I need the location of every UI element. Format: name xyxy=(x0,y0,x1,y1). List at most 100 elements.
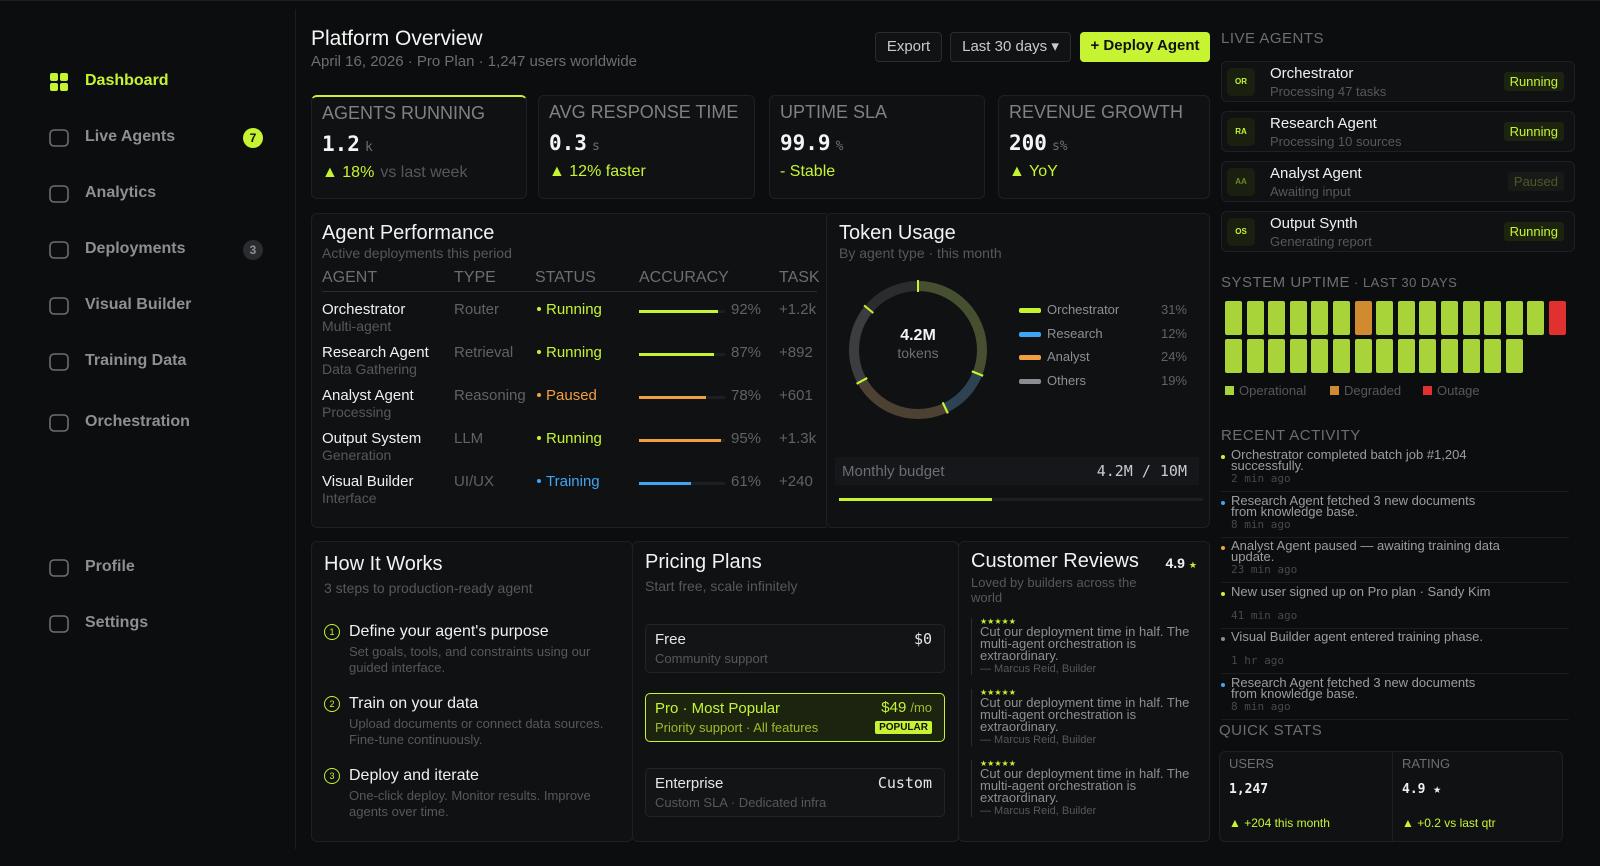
budget-label: Monthly budget xyxy=(842,463,945,480)
activity-text: Visual Builder agent entered training ph… xyxy=(1231,629,1483,644)
icon-part xyxy=(49,615,69,633)
icon-part xyxy=(60,83,68,91)
kpi-card: AVG RESPONSE TIME 0.3 s ▲ 12% faster xyxy=(538,95,755,199)
plan-desc: Custom SLA · Dedicated infra xyxy=(655,795,827,810)
plan-desc: Priority support · All features xyxy=(655,720,819,735)
nav-icon xyxy=(49,414,69,432)
nav-item[interactable]: Analytics xyxy=(48,182,263,206)
agent-cell: Output System Generation xyxy=(322,430,454,464)
nav-item[interactable]: Profile xyxy=(48,556,263,580)
agent-name: Analyst Agent xyxy=(322,387,414,404)
kpi-delta: ▲ 12% faster xyxy=(549,163,646,180)
nav-item[interactable]: Visual Builder xyxy=(48,294,263,318)
kpi-delta: - Stable xyxy=(780,163,836,180)
legend-value: 19% xyxy=(1160,372,1187,388)
uptime-bar xyxy=(1505,339,1523,373)
status-text: Running xyxy=(546,430,602,447)
step: 2 Train on your data Upload documents or c… xyxy=(324,695,624,748)
rating-value: 4.9 xyxy=(1165,555,1185,571)
review: ★★★★★ Cut our deployment time in half. Th… xyxy=(971,618,1201,675)
accuracy-label: 95% xyxy=(731,430,762,447)
header-button[interactable]: Last 30 days ▾ xyxy=(950,32,1071,62)
nav-label: Deployments xyxy=(85,240,186,257)
live-agent-card[interactable]: RA Research Agent Processing 10 sources Run… xyxy=(1221,111,1575,152)
status-text: Running xyxy=(546,344,602,361)
legend-item: Orchestrator 31% xyxy=(1019,302,1187,320)
live-agent-card[interactable]: AA Analyst Agent Awaiting input Paused xyxy=(1221,161,1575,202)
legend-swatch xyxy=(1019,355,1041,360)
donut-segment xyxy=(849,281,987,419)
table-header: AGENT TYPE STATUS ACCURACY TASK xyxy=(322,269,820,292)
stat-value: 4.9 ★ xyxy=(1402,782,1442,797)
accuracy-track xyxy=(639,396,725,399)
activity-text: Research Agent fetched 3 new documents f… xyxy=(1231,492,1476,519)
review: ★★★★★ Cut our deployment time in half. Th… xyxy=(971,689,1201,746)
agent-name: Output System xyxy=(322,430,422,447)
live-agent-card[interactable]: OR Orchestrator Processing 47 tasks Running xyxy=(1221,61,1575,102)
panel-subtitle: Active deployments this period xyxy=(322,245,512,261)
agent-cell: Visual Builder Interface xyxy=(322,473,454,507)
uptime-bar xyxy=(1289,301,1307,335)
status-dot xyxy=(537,393,541,397)
uptime-bar xyxy=(1354,301,1372,335)
live-agent-card[interactable]: OS Output Synth Generating report Running xyxy=(1221,211,1575,252)
icon-part xyxy=(60,73,68,81)
review-author: — Marcus Reid, Builder xyxy=(980,805,1097,817)
panel-title: Agent Performance xyxy=(322,222,495,244)
icon-part xyxy=(49,241,69,259)
panel-subtitle: Start free, scale infinitely xyxy=(645,578,798,594)
plan-name: Pro · Most Popular xyxy=(655,700,781,717)
header-button[interactable]: + Deploy Agent xyxy=(1080,32,1210,62)
uptime-bar xyxy=(1527,301,1545,335)
kpi-value-row: 99.9% xyxy=(780,131,974,155)
activity-dot xyxy=(1221,546,1225,550)
budget-bar xyxy=(839,498,992,501)
review-stars: ★★★★★ xyxy=(980,617,1016,626)
activity-time: 8 min ago xyxy=(1231,517,1291,531)
legend-swatch xyxy=(1225,386,1234,395)
plan-card[interactable]: Pro · Most Popular Priority support · All… xyxy=(645,693,945,742)
nav-item[interactable]: Dashboard xyxy=(48,70,263,94)
agent-sub: Processing 47 tasks xyxy=(1270,84,1387,99)
activity-dot xyxy=(1221,637,1225,641)
panel-title: Token Usage xyxy=(839,222,956,244)
plan-card[interactable]: Free Community support $0 xyxy=(645,624,945,673)
stat-cell: USERS 1,247 ▲ +204 this month xyxy=(1220,752,1392,841)
activity-dot xyxy=(1221,500,1225,505)
nav-item[interactable]: Training Data xyxy=(48,350,263,374)
section-title: SYSTEM UPTIME xyxy=(1221,274,1351,291)
uptime-bar xyxy=(1246,339,1264,373)
header-button[interactable]: Export xyxy=(875,32,942,62)
uptime-bar xyxy=(1397,339,1415,373)
agent-avatar: OR xyxy=(1227,68,1255,96)
nav-item[interactable]: Deployments 3 xyxy=(48,238,263,262)
uptime-bar xyxy=(1462,301,1480,335)
column-header: AGENT xyxy=(322,269,378,286)
nav-label: Visual Builder xyxy=(85,296,192,313)
nav-item[interactable]: Live Agents 7 xyxy=(48,126,263,150)
plan-name: Free xyxy=(655,631,686,648)
reviews-panel: Customer Reviews 4.9 ★ Loved by builders ac… xyxy=(958,541,1210,842)
budget-track xyxy=(839,498,1203,501)
nav-item[interactable]: Settings xyxy=(48,612,263,636)
legend-name: Degraded xyxy=(1344,383,1402,398)
plan-desc: Community support xyxy=(655,651,768,666)
nav-item[interactable]: Orchestration xyxy=(48,411,263,435)
accuracy-track xyxy=(639,482,725,485)
uptime-bar xyxy=(1225,301,1242,335)
icon-part xyxy=(49,185,69,203)
activity-text: New user signed up on Pro plan · Sandy K… xyxy=(1231,583,1491,599)
uptime-title-row: SYSTEM UPTIME · LAST 30 DAYS xyxy=(1221,274,1457,291)
kpi-label: AVG RESPONSE TIME xyxy=(549,102,739,122)
agent-status-pill: Running xyxy=(1503,72,1564,91)
kpi-card: UPTIME SLA 99.9% - Stable xyxy=(769,95,985,199)
step-desc: One-click deploy. Monitor results. Impro… xyxy=(349,788,591,819)
step: 1 Define your agent's purpose Set goals, t… xyxy=(324,623,624,676)
kpi-value-row: 200 s% xyxy=(1009,131,1199,155)
plan-card[interactable]: Enterprise Custom SLA · Dedicated infra Cu… xyxy=(645,768,945,817)
kpi-value: 200 xyxy=(1009,131,1047,155)
nav-label: Settings xyxy=(85,614,149,631)
panel-title: How It Works xyxy=(324,553,443,575)
activity-text: Orchestrator completed batch job #1,204 … xyxy=(1231,447,1467,473)
table-row: Orchestrator Multi-agent Router Running 92% +… xyxy=(322,292,817,335)
